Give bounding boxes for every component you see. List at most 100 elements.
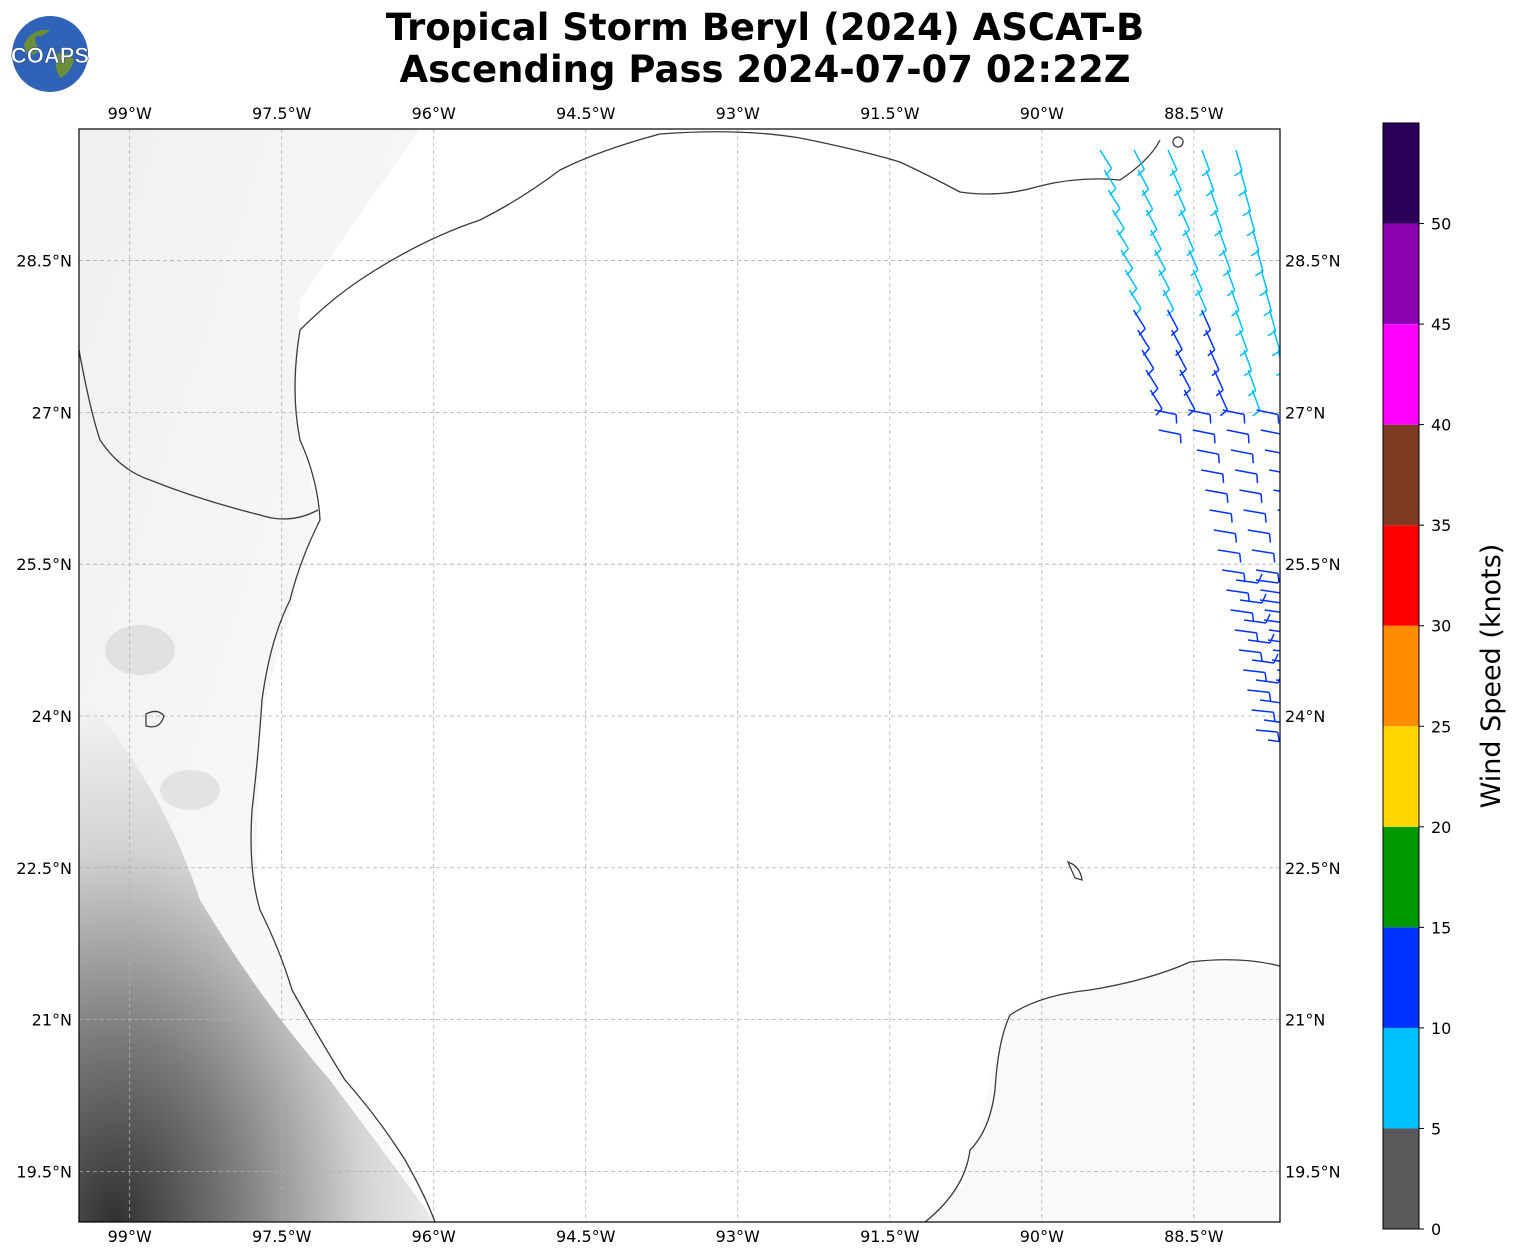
wind-barb xyxy=(1264,609,1280,613)
coastline-gulf-north xyxy=(299,131,1161,331)
coastline-rio-grande xyxy=(79,349,319,520)
wind-barb xyxy=(1256,409,1280,424)
colorbar-segment xyxy=(1383,324,1419,425)
coastline-texas-mexico xyxy=(250,329,436,1222)
wind-barb xyxy=(1154,409,1178,424)
wind-barb xyxy=(1234,309,1244,337)
wind-barb xyxy=(1247,633,1275,644)
wind-barb xyxy=(1251,709,1276,722)
wind-barb xyxy=(1269,469,1280,473)
wind-barb xyxy=(1277,509,1280,512)
longitude-ticks-top: 99°W 97.5°W 96°W 94.5°W 93°W 91.5°W 90°W 88.5°W xyxy=(108,104,1224,123)
wind-barb xyxy=(1171,329,1183,357)
wind-barb xyxy=(1259,699,1280,704)
colorbar-segment xyxy=(1383,927,1419,1028)
coastlines xyxy=(79,131,1280,1222)
wind-barb xyxy=(1255,729,1280,742)
wind-barb xyxy=(1192,429,1216,444)
wind-barb xyxy=(1255,576,1280,584)
wind-barb xyxy=(1238,649,1263,662)
wind-barb xyxy=(1267,739,1280,743)
colorbar-frame xyxy=(1382,122,1420,1230)
colorbar-segment xyxy=(1383,424,1419,526)
map-area xyxy=(79,129,1280,1222)
island-dot xyxy=(1172,136,1184,148)
wind-barb xyxy=(1217,549,1242,563)
wind-barb xyxy=(1201,149,1211,177)
colorbar-tick-label: 20 xyxy=(1431,818,1451,837)
wind-barb xyxy=(1145,209,1158,237)
lon-tick-bottom: 99°W xyxy=(108,1227,152,1246)
wind-barb xyxy=(1209,509,1233,523)
title-line-1: Tropical Storm Beryl (2024) ASCAT-B xyxy=(385,6,1145,49)
terrain-patch xyxy=(105,625,175,675)
wind-barb xyxy=(1222,409,1246,424)
colorbar-segment xyxy=(1383,123,1419,224)
lon-tick-bottom: 96°W xyxy=(412,1227,456,1246)
wind-barb xyxy=(1267,639,1280,643)
wind-barb xyxy=(1179,369,1192,397)
wind-barb xyxy=(1209,189,1219,217)
lon-tick-top: 94.5°W xyxy=(556,104,616,123)
wind-barb xyxy=(1162,289,1175,317)
lat-tick-right: 25.5°N xyxy=(1285,555,1341,574)
wind-barb xyxy=(1230,289,1240,317)
wind-barb xyxy=(1247,689,1272,702)
wind-barb xyxy=(1239,329,1249,357)
wind-barb xyxy=(1188,409,1212,424)
wind-barb xyxy=(1205,489,1229,503)
wind-barb xyxy=(1239,593,1267,604)
colorbar-tick-label: 30 xyxy=(1431,617,1451,636)
wind-barb xyxy=(1226,429,1250,444)
lon-tick-bottom: 91.5°W xyxy=(860,1227,920,1246)
gridlines xyxy=(79,129,1280,1222)
lat-tick-right: 19.5°N xyxy=(1285,1162,1341,1181)
colorbar-segment xyxy=(1383,525,1419,626)
lat-tick-left: 25.5°N xyxy=(16,555,72,574)
longitude-ticks-bottom: 99°W 97.5°W 96°W 94.5°W 93°W 91.5°W 90°W 88.5°W xyxy=(108,1227,1224,1246)
wind-barb xyxy=(1213,209,1223,237)
lon-tick-top: 99°W xyxy=(108,104,152,123)
colorbar-segment xyxy=(1383,826,1419,928)
wind-barb xyxy=(1243,349,1253,377)
island-alacran xyxy=(1066,860,1083,881)
wind-barb xyxy=(1264,449,1280,454)
wind-barb xyxy=(1137,169,1150,197)
colorbar-segment xyxy=(1383,726,1419,827)
logo-text: COAPS xyxy=(11,43,89,68)
lat-tick-left: 27°N xyxy=(32,403,72,422)
wind-barb xyxy=(1175,349,1187,377)
lat-tick-right: 28.5°N xyxy=(1285,252,1341,271)
wind-barb xyxy=(1150,229,1162,257)
lon-tick-top: 90°W xyxy=(1020,104,1064,123)
wind-barb xyxy=(1247,529,1272,543)
lon-tick-top: 88.5°W xyxy=(1164,104,1224,123)
latitude-ticks-left: 28.5°N 27°N 25.5°N 24°N 22.5°N 21°N 19.5°N xyxy=(16,252,72,1182)
wind-barb xyxy=(1259,599,1280,604)
colorbar-segment xyxy=(1383,1128,1419,1229)
lat-tick-left: 28.5°N xyxy=(16,252,72,271)
land-yucatan xyxy=(925,962,1280,1222)
wind-barb xyxy=(1251,653,1279,664)
wind-barb xyxy=(1218,229,1228,257)
wind-barb xyxy=(1235,573,1263,584)
colorbar-segment xyxy=(1383,625,1419,727)
coaps-logo: COAPS xyxy=(11,16,89,92)
coastline-yucatan xyxy=(924,959,1280,1222)
wind-barb xyxy=(1239,489,1263,503)
wind-barb xyxy=(1230,449,1254,464)
colorbar-tick-label: 10 xyxy=(1431,1019,1451,1038)
wind-barb xyxy=(1141,189,1154,217)
wind-barb xyxy=(1158,429,1182,444)
wind-barb xyxy=(1213,529,1238,543)
wind-barb xyxy=(1149,389,1163,416)
wind-barb xyxy=(1222,249,1232,277)
wind-barb xyxy=(1243,509,1267,523)
wind-barb xyxy=(1243,613,1271,624)
wind-barb xyxy=(1260,429,1280,435)
lat-tick-left: 22.5°N xyxy=(16,859,72,878)
terrain-patch xyxy=(160,770,220,810)
lon-tick-top: 91.5°W xyxy=(860,104,920,123)
lon-tick-top: 93°W xyxy=(716,104,760,123)
